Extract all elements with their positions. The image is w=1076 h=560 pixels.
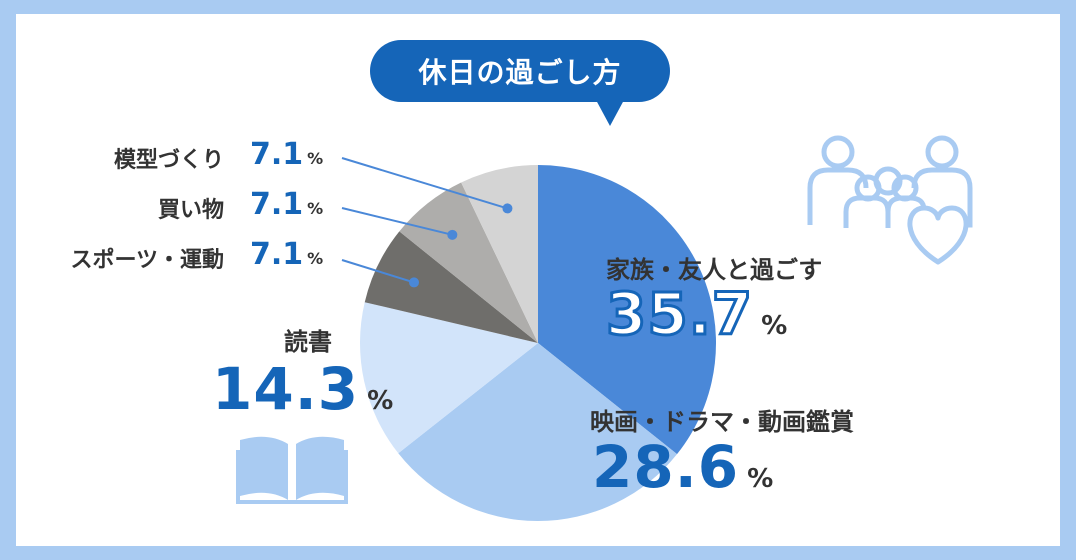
leader-line-5 [341,157,508,210]
leader-dot-3 [409,277,420,288]
label-shopping: 買い物 [157,198,224,223]
label-family: 家族・友人と過ごす [606,256,823,284]
leader-line-3 [341,259,415,284]
family-icon [807,135,973,228]
value-family: 35.7% [604,280,789,348]
value-reading: 14.3% [212,355,395,423]
pie-slice-3 [364,231,538,343]
leader-line-4 [341,207,453,236]
pie-slice-5 [461,165,538,343]
value-movie: 28.6% [592,433,775,501]
chart-title: 休日の過ごし方 [418,56,622,89]
title-bubble-shape [370,40,670,126]
leader-dot-5 [502,203,513,214]
value-shopping: 7.1% [250,187,324,222]
label-reading: 読書 [284,328,332,356]
value-models: 7.1% [250,137,324,172]
value-sports: 7.1% [250,237,324,272]
chart-title-bubble: 休日の過ごし方 [370,40,670,116]
pie-slice-4 [399,182,538,343]
pie-slice-1 [398,343,678,521]
label-sports: スポーツ・運動 [70,248,224,273]
label-models: 模型づくり [113,148,224,173]
book-icon [236,436,348,504]
pie-slice-2 [360,302,538,454]
pie-slice-0 [538,165,716,455]
label-movie: 映画・ドラマ・動画鑑賞 [590,408,854,436]
heart-icon [907,205,969,265]
leader-dot-4 [447,229,458,240]
